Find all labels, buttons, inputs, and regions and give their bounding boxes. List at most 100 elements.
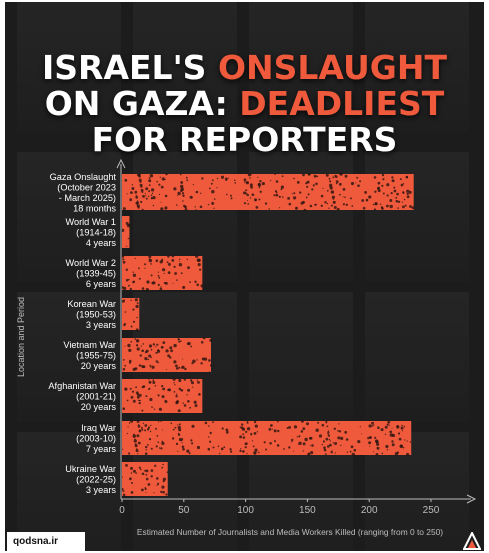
bar-texture-dot	[175, 364, 178, 368]
bar-texture-dot	[134, 257, 136, 260]
bar-texture-dot	[167, 271, 171, 274]
bar-texture-dot	[129, 359, 132, 363]
bar-texture-dot	[141, 208, 144, 211]
x-tick-label: 100	[237, 505, 254, 516]
bar-texture-dot	[271, 428, 273, 430]
bar-texture-dot	[148, 344, 153, 348]
bar-texture-dot	[325, 421, 328, 424]
bar-texture-dot	[333, 201, 335, 203]
bar-texture-dot	[128, 348, 132, 352]
bar-texture-dot	[136, 395, 140, 399]
bar-texture-dot	[151, 406, 153, 408]
bar-texture-dot	[175, 367, 179, 370]
headline-line-1-white: ISRAEL'S	[42, 48, 218, 87]
bar-texture-dot	[160, 201, 162, 203]
bar-texture-dot	[186, 258, 188, 260]
bar-texture-dot	[376, 446, 380, 450]
bar-texture-dot	[145, 449, 147, 451]
bar-texture-dot	[356, 176, 359, 179]
bar-texture-dot	[142, 385, 145, 388]
bar-texture-dot	[200, 341, 204, 344]
bar-texture-dot	[139, 399, 141, 402]
bar-texture-dot	[194, 280, 197, 283]
bar-texture-dot	[330, 451, 333, 454]
bar-texture-dot	[149, 174, 154, 178]
bar-texture-dot	[140, 345, 142, 347]
bar-texture-dot	[173, 382, 175, 384]
bar-texture-dot	[295, 206, 298, 210]
bar-texture-dot	[220, 175, 225, 179]
bar-texture-dot	[395, 199, 399, 203]
bar-texture-dot	[199, 268, 202, 271]
bar-texture-dot	[146, 428, 150, 431]
bar-texture-dot	[373, 176, 377, 179]
bar-texture-dot	[396, 192, 399, 196]
bar-texture-dot	[156, 180, 158, 183]
bar-texture-dot	[406, 195, 410, 199]
bar-texture-dot	[375, 440, 379, 444]
bar-texture-dot	[136, 302, 139, 305]
bar-texture-dot	[155, 427, 157, 430]
bar-texture-dot	[188, 452, 191, 455]
bar-texture-dot	[243, 191, 246, 195]
bar-texture-dot	[121, 476, 123, 478]
bar-texture-dot	[239, 426, 241, 428]
bar-texture-dot	[334, 175, 338, 179]
bar-texture-dot	[166, 261, 169, 264]
bar-texture-dot	[149, 397, 153, 402]
bar-texture-dot	[145, 477, 149, 481]
background-portrait-tile	[249, 2, 353, 132]
bar-texture-dot	[164, 206, 168, 210]
bar-texture-dot	[191, 381, 194, 385]
bar-texture-dot	[135, 344, 139, 347]
bar-texture-dot	[161, 440, 164, 443]
bar-texture-dot	[246, 421, 249, 424]
bar-texture-dot	[321, 423, 325, 427]
bar-texture-dot	[155, 259, 159, 263]
bar-texture-dot	[212, 421, 214, 424]
bar-texture-dot	[162, 268, 166, 272]
bar-texture-dot	[171, 254, 175, 258]
bar-texture-dot	[247, 203, 250, 205]
bar-texture-dot	[251, 193, 255, 196]
bar-texture-dot	[309, 437, 312, 440]
bar-texture-dot	[178, 263, 183, 267]
bar-texture-dot	[131, 390, 135, 393]
bar-texture-dot	[125, 464, 128, 467]
bar-texture-dot	[193, 400, 197, 404]
bar-texture-dot	[164, 399, 166, 402]
bar-texture-dot	[184, 367, 187, 371]
bar-texture-dot	[156, 343, 159, 346]
bar-texture-dot	[282, 196, 284, 198]
bar-texture-dot	[254, 448, 258, 452]
bar-texture-dot	[373, 208, 376, 211]
bar-texture-dot	[124, 364, 126, 367]
bar-texture-dot	[138, 277, 141, 280]
bar-texture-dot	[191, 442, 194, 445]
bar-texture-dot	[195, 254, 199, 258]
bar-texture-dot	[204, 421, 208, 425]
bar-texture-dot	[186, 394, 188, 396]
bar-texture-dot	[225, 428, 229, 432]
bar-texture-dot	[302, 427, 306, 430]
bar-texture-dot	[279, 207, 281, 209]
bar-texture-dot	[129, 198, 133, 202]
bar-texture-dot	[152, 204, 155, 207]
bar-texture-dot	[145, 492, 147, 494]
bar-texture-dot	[244, 442, 248, 446]
category-label: World War 2 (1939-45) 6 years	[65, 258, 116, 289]
bar-texture-dot	[163, 272, 165, 275]
bar-texture-dot	[357, 440, 361, 444]
bar-texture-dot	[330, 204, 333, 207]
bar-texture-dot	[317, 421, 320, 424]
bar-texture-dot	[172, 282, 174, 284]
bar-texture-dot	[302, 173, 305, 177]
bar-texture-dot	[144, 424, 148, 427]
bar-texture-dot	[326, 189, 329, 192]
bar-texture-dot	[171, 259, 175, 262]
bar-texture-dot	[246, 427, 251, 431]
bar-texture-dot	[388, 424, 390, 426]
bar-texture-dot	[160, 490, 163, 494]
category-label-line: Ukraine War	[65, 464, 116, 474]
bar-texture-dot	[173, 265, 176, 268]
